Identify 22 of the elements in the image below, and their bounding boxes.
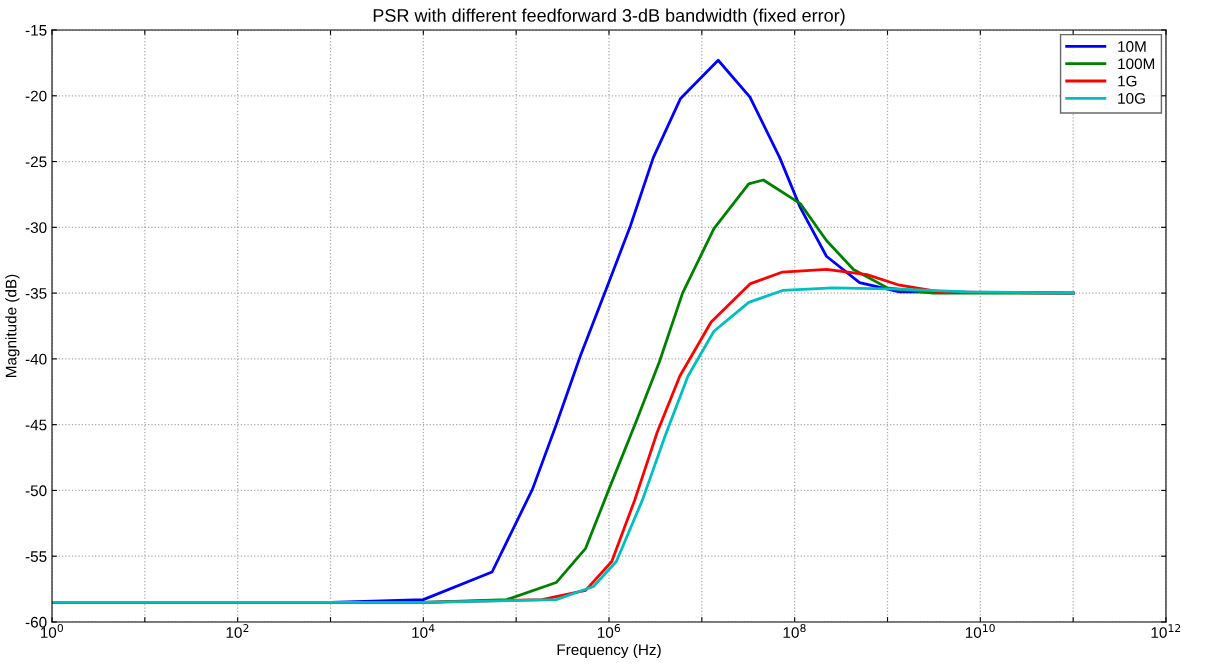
x-tick-label: 10$^{12}$ <box>1151 624 1181 638</box>
y-tick-label: -45 <box>25 419 47 431</box>
y-tick-label: -30 <box>25 222 47 234</box>
x-tick-label: 10$^{4}$ <box>412 624 435 638</box>
x-tick-label: 10$^{2}$ <box>226 624 249 638</box>
y-tick-label: -15 <box>25 25 47 36</box>
y-tick-label: -25 <box>25 156 47 168</box>
y-axis-title: Magnitude (dB) <box>5 274 20 377</box>
legend-label: 100M <box>1118 58 1155 70</box>
y-tick-label: -40 <box>25 353 47 365</box>
x-tick-label: 10$^{10}$ <box>965 624 995 638</box>
y-tick-label: -50 <box>25 485 47 497</box>
x-tick-label: 10$^{8}$ <box>783 624 806 638</box>
x-tick-label: 10$^{6}$ <box>597 624 621 638</box>
legend-label: 10M <box>1118 41 1146 52</box>
x-axis-title: Frequency (Hz) <box>557 643 661 659</box>
y-tick-label: -35 <box>25 287 47 299</box>
y-tick-label: -55 <box>25 551 47 562</box>
legend-label: 1G <box>1118 75 1137 87</box>
chart-title: PSR with different feedforward 3-dB bandwidth (fixed error) <box>373 8 845 26</box>
y-tick-label: -20 <box>25 90 47 102</box>
legend-label: 10G <box>1118 92 1145 104</box>
